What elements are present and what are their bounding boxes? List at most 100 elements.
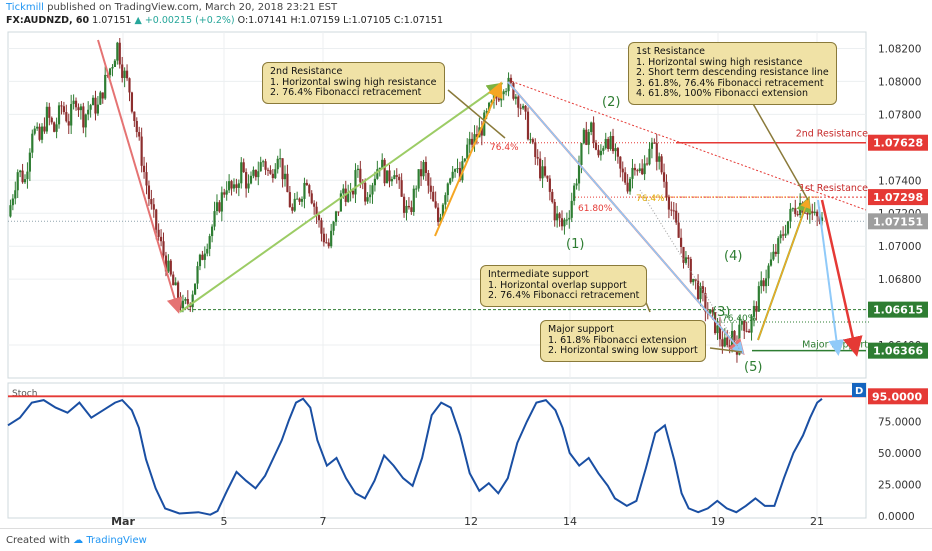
candle-body [138, 132, 141, 137]
price-axis[interactable]: 1.082001.080001.078001.074001.072001.070… [868, 43, 928, 359]
candle-body [123, 70, 126, 78]
candle-body [240, 162, 243, 184]
candle-body [679, 237, 683, 247]
candle-body [643, 163, 646, 175]
candle-body [794, 208, 797, 215]
candle-body [296, 198, 299, 200]
candle-body [619, 156, 622, 169]
stoch-tick: 95.0000 [872, 390, 922, 403]
candle-body [145, 172, 148, 186]
candle-body [254, 169, 257, 178]
candle-body [70, 104, 73, 126]
candle-body [310, 193, 313, 204]
candle-body [543, 166, 547, 176]
fib-label: 76.4% [636, 194, 665, 204]
candle-body [257, 171, 260, 178]
candle-body [118, 42, 121, 65]
brand-name[interactable]: Tickmill [6, 2, 44, 13]
candle-body [436, 207, 440, 223]
candle-body [568, 217, 571, 220]
candle-body [733, 330, 736, 342]
candle-body [762, 280, 765, 287]
time-axis[interactable]: Mar 5 7 12 14 19 21 [111, 515, 824, 528]
candle-body [402, 196, 406, 213]
candle-body [429, 185, 432, 192]
candle-body [104, 74, 107, 99]
candle-body [140, 136, 143, 166]
price-tick: 1.06800 [878, 274, 921, 286]
level-label: 1st Resistance [799, 183, 868, 194]
candle-body [50, 117, 53, 123]
candle-body [356, 168, 359, 171]
publish-line: Tickmill published on TradingView.com, M… [6, 2, 337, 13]
price-tick: 1.07400 [878, 175, 921, 187]
candle-body [339, 193, 342, 212]
candle-body [636, 170, 639, 172]
candle-body [23, 179, 27, 183]
candle-body [774, 251, 777, 254]
candle-body [687, 257, 690, 259]
candle-body [631, 167, 634, 179]
price-label: 1.07298 [873, 191, 923, 204]
candle-body [816, 211, 819, 217]
candle-body [432, 191, 435, 202]
candle-body [79, 106, 82, 111]
candle-body [325, 242, 328, 244]
candle-body [271, 173, 274, 179]
candle-body [811, 211, 814, 214]
candle-body [99, 92, 102, 105]
price-tick: 1.07000 [878, 241, 921, 253]
price-label-box [868, 134, 928, 151]
note-line: 3. 61.8%, 76.4% Fibonacci retracement [636, 77, 824, 89]
candle-body [108, 68, 112, 75]
fib-label: 76.4% [490, 143, 519, 153]
candle-body [475, 134, 479, 138]
candle-body [417, 169, 420, 189]
candle-body [249, 175, 253, 184]
tradingview-link[interactable]: TradingView [86, 535, 147, 546]
candle-body [641, 168, 644, 175]
candle-body [451, 171, 454, 179]
ohlc-values: O:1.07141 H:1.07159 L:1.07105 C:1.07151 [237, 15, 444, 26]
wave-arrow [757, 197, 811, 341]
candle-body [529, 139, 532, 141]
candle-body [286, 173, 289, 193]
candle-body [611, 136, 615, 152]
candle-body [563, 219, 566, 227]
candle-body [385, 170, 389, 184]
candle-body [434, 201, 437, 208]
candle-body [101, 92, 104, 99]
candle-body [176, 282, 180, 300]
candle-body [133, 111, 136, 122]
candle-body [152, 204, 155, 210]
candle-body [427, 172, 430, 186]
wave-arrow [817, 199, 845, 356]
candle-body [658, 156, 661, 162]
candle-body [247, 183, 250, 189]
candle-body [288, 192, 291, 208]
candle-body [111, 66, 114, 69]
wave-label: (2) [602, 95, 620, 110]
candle-body [147, 185, 151, 199]
candle-body [113, 60, 117, 67]
candle-body [713, 312, 717, 334]
candle-body [772, 251, 775, 260]
candle-body [65, 112, 68, 122]
symbol-name[interactable]: FX:AUDNZD, 60 [6, 15, 90, 26]
candle-body [82, 106, 85, 128]
note-second-resistance: 2nd Resistance 1. Horizontal swing high … [262, 62, 445, 104]
stoch-pane-frame [7, 382, 867, 519]
price-label: 1.07628 [873, 137, 923, 150]
candle-body [665, 181, 668, 198]
candle-body [121, 64, 124, 78]
published-text: published on TradingView.com, March 20, … [47, 2, 338, 13]
level-label: Major support [802, 340, 868, 351]
stoch-label: Stoch [12, 389, 37, 399]
candle-body [704, 293, 707, 312]
note-line: 2. 76.4% Fibonacci retracement [488, 290, 640, 301]
stoch-line [7, 397, 823, 516]
candle-body [373, 178, 377, 186]
candle-body [813, 211, 816, 214]
candle-body [602, 148, 605, 151]
candle-body [628, 178, 632, 192]
